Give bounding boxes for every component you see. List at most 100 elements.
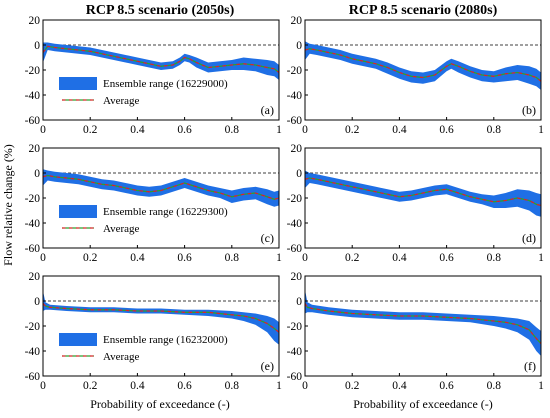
x-tick-label: 0.8 [225,124,240,136]
x-tick-label: 0.6 [439,252,454,264]
y-tick-label: -60 [287,243,303,255]
x-tick-label: 0.6 [177,252,192,264]
x-tick-label: 1 [276,380,282,392]
y-axis-label: Flow relative change (%) [1,144,15,266]
x-tick-label: 0.6 [177,124,192,136]
y-tick-label: 20 [29,15,41,27]
legend-label-average: Average [103,95,140,107]
x-axis-label-right: Probability of exceedance (-) [353,397,493,411]
panel-label: (d) [522,231,536,245]
x-tick-label: 0.4 [130,252,145,264]
ensemble-band [43,291,279,345]
x-tick-label: 0.8 [487,252,502,264]
y-tick-label: -40 [25,346,41,358]
x-tick-label: 0.8 [487,124,502,136]
legend-label-ensemble: Ensemble range (16229300) [103,206,228,218]
average-line [42,45,280,74]
y-tick-label: 20 [291,15,303,27]
x-tick-label: 0.4 [130,380,145,392]
x-tick-label: 0.2 [83,124,98,136]
panel-4: 200-20-40-600 0.2 0.4 0.6 0.8 1(e)Ensemble ra… [25,271,282,392]
column-title-left: RCP 8.5 scenario (2050s) [86,3,235,18]
x-tick-label: 0.2 [345,252,360,264]
panel-label: (e) [261,359,274,373]
y-tick-label: -20 [25,193,41,205]
panel-1: 200-20-40-600 0.2 0.4 0.6 0.8 1(b) [287,15,544,136]
y-tick-label: -40 [287,90,303,102]
y-tick-label: 0 [296,168,302,180]
x-tick-label: 0.6 [439,380,454,392]
average-line [304,177,542,207]
legend-label-ensemble: Ensemble range (16232000) [103,334,228,346]
x-tick-label: 0 [40,380,46,392]
y-tick-label: 0 [34,296,40,308]
y-tick-label: -40 [287,218,303,230]
x-tick-label: 0.4 [392,124,407,136]
y-tick-label: -40 [287,346,303,358]
ensemble-band [43,169,279,207]
average-line [42,303,280,333]
x-tick-label: 0 [302,252,308,264]
axes-frame [42,275,280,377]
average-line-green [304,303,542,344]
average-line-green [42,174,280,200]
x-axis-label-left: Probability of exceedance (-) [90,397,230,411]
average-line-green [304,177,542,207]
y-tick-label: -60 [25,115,41,127]
y-tick-label: -60 [25,371,41,383]
legend-band-swatch [59,77,97,90]
y-tick-label: -20 [25,65,41,77]
x-tick-label: 0.8 [225,252,240,264]
legend-label-average: Average [103,351,140,363]
x-tick-label: 1 [538,252,544,264]
x-tick-label: 0.4 [130,124,145,136]
x-tick-label: 1 [538,380,544,392]
y-tick-label: 0 [34,40,40,52]
y-tick-label: 0 [296,40,302,52]
y-tick-label: -60 [25,243,41,255]
x-tick-label: 0.4 [392,252,407,264]
x-tick-label: 0 [302,380,308,392]
average-line [304,48,542,82]
x-tick-label: 0.2 [83,380,98,392]
x-tick-label: 0.8 [225,380,240,392]
average-line-green [42,303,280,333]
panel-5: 200-20-40-600 0.2 0.4 0.6 0.8 1(f) [287,271,544,392]
x-tick-label: 0 [40,124,46,136]
x-tick-label: 0 [40,252,46,264]
y-tick-label: 0 [296,296,302,308]
panel-label: (b) [522,103,536,117]
y-tick-label: -20 [287,65,303,77]
y-tick-label: 20 [291,271,303,283]
x-tick-label: 0.6 [439,124,454,136]
x-tick-label: 0.6 [177,380,192,392]
legend-label-ensemble: Ensemble range (16229000) [103,78,228,90]
column-title-right: RCP 8.5 scenario (2080s) [349,3,498,18]
y-tick-label: 0 [34,168,40,180]
x-tick-label: 1 [538,124,544,136]
x-tick-label: 0.4 [392,380,407,392]
panel-label: (f) [524,359,536,373]
x-tick-label: 0.8 [487,380,502,392]
y-tick-label: -60 [287,115,303,127]
ensemble-band [305,289,541,356]
y-tick-label: -40 [25,218,41,230]
legend-band-swatch [59,333,97,346]
x-tick-label: 0.2 [83,252,98,264]
y-tick-label: -60 [287,371,303,383]
panels-group: 200-20-40-600 0.2 0.4 0.6 0.8 1(a)Ensemble ra… [25,15,544,392]
y-tick-label: -40 [25,90,41,102]
y-tick-label: 20 [291,143,303,155]
x-tick-label: 0.2 [345,124,360,136]
y-tick-label: -20 [287,193,303,205]
legend-band-swatch [59,205,97,218]
legend-label-average: Average [103,223,140,235]
y-tick-label: 20 [29,271,41,283]
average-line-green [304,48,542,82]
x-tick-label: 0 [302,124,308,136]
y-tick-label: 20 [29,143,41,155]
panel-label: (c) [261,231,274,245]
y-tick-label: -20 [287,321,303,333]
x-tick-label: 0.2 [345,380,360,392]
